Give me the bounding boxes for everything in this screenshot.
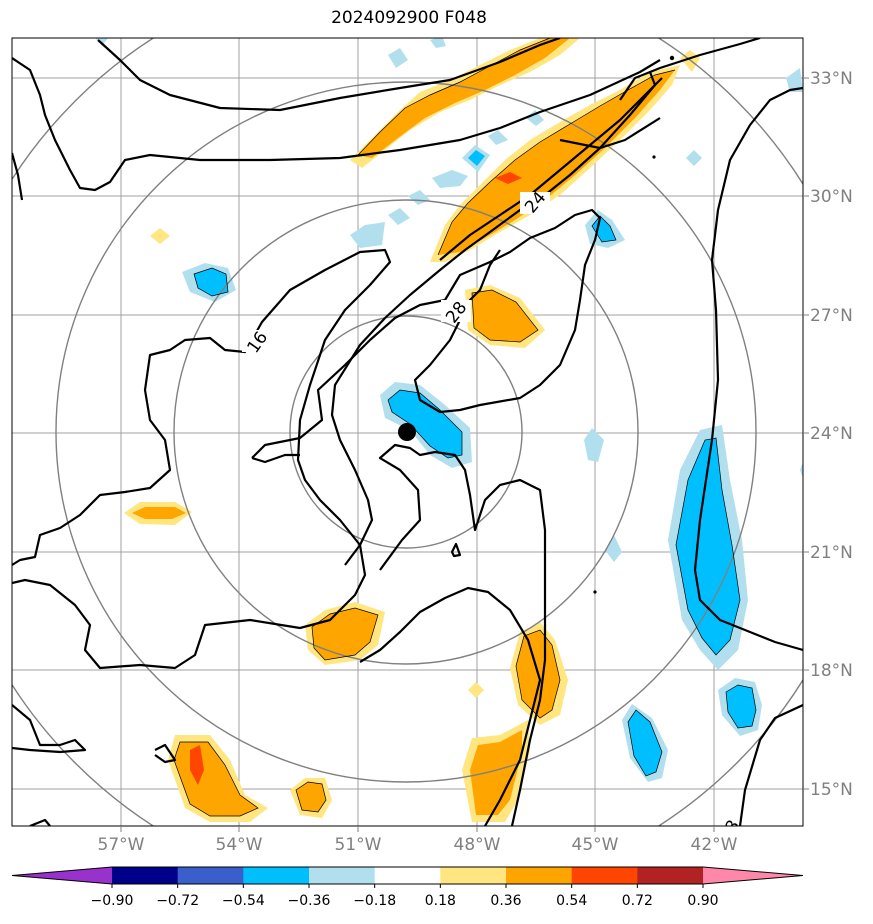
colorbar-segment (374, 867, 441, 884)
colorbar-segment (571, 867, 638, 884)
colorbar-tick-label: −0.54 (222, 893, 265, 909)
longitude-labels: 57°W 54°W 51°W 48°W 45°W 42°W (98, 835, 738, 855)
small-dot (669, 55, 675, 61)
colorbar-segment (177, 867, 244, 884)
map-frame (11, 37, 804, 827)
colorbar-segment (440, 867, 507, 884)
colorbar-tick-label: 0.72 (622, 893, 653, 909)
colorbar-tick-label: −0.90 (91, 893, 134, 909)
range-rings (12, 38, 803, 826)
latitude-labels: 33°N 30°N 27°N 24°N 21°N 18°N 15°N (810, 69, 853, 800)
colorbar-tick-label: −0.72 (156, 893, 199, 909)
colorbar-segment (637, 867, 704, 884)
colorbar-tick-label: −0.36 (288, 893, 331, 909)
positive-anomaly-shading (124, 38, 700, 822)
lat-label: 33°N (810, 69, 853, 89)
colorbar-extend-min (12, 867, 112, 884)
contour-label-8: 8 (721, 817, 744, 836)
storm-center-marker (398, 423, 416, 441)
lat-label: 18°N (810, 661, 853, 681)
lon-label: 45°W (572, 835, 619, 855)
map-title: 2024092900 F048 (331, 8, 487, 28)
lon-label: 54°W (216, 835, 263, 855)
colorbar-segment (506, 867, 573, 884)
colorbar-extend-max (703, 867, 803, 884)
contour-lines (12, 38, 803, 826)
colorbar-tick-label: 0.36 (490, 893, 521, 909)
colorbar-segment (112, 867, 179, 884)
shading-outlines (173, 38, 757, 817)
colorbar-segment (309, 867, 376, 884)
colorbar-tick-label: −0.18 (353, 893, 396, 909)
colorbar-segment (243, 867, 310, 884)
lat-label: 15°N (810, 780, 853, 800)
small-dot (652, 155, 656, 159)
lat-label: 21°N (810, 543, 853, 563)
lon-label: 57°W (98, 835, 145, 855)
contour-labels: 16 24 28 8 (242, 188, 744, 836)
small-dot (593, 590, 597, 594)
lat-label: 30°N (810, 187, 853, 207)
lat-label: 27°N (810, 306, 853, 326)
colorbar-tick-label: 0.18 (425, 893, 456, 909)
lat-label: 24°N (810, 424, 853, 444)
colorbar-tick-label: 0.90 (687, 893, 718, 909)
colorbar: −0.90 −0.72 −0.54 −0.36 −0.18 0.18 0.36 0.54 0.7… (11, 866, 804, 909)
lon-label: 48°W (454, 835, 501, 855)
lon-label: 42°W (691, 835, 738, 855)
negative-anomaly-shading (95, 38, 803, 782)
colorbar-tick-label: 0.54 (556, 893, 587, 909)
lon-label: 51°W (335, 835, 382, 855)
